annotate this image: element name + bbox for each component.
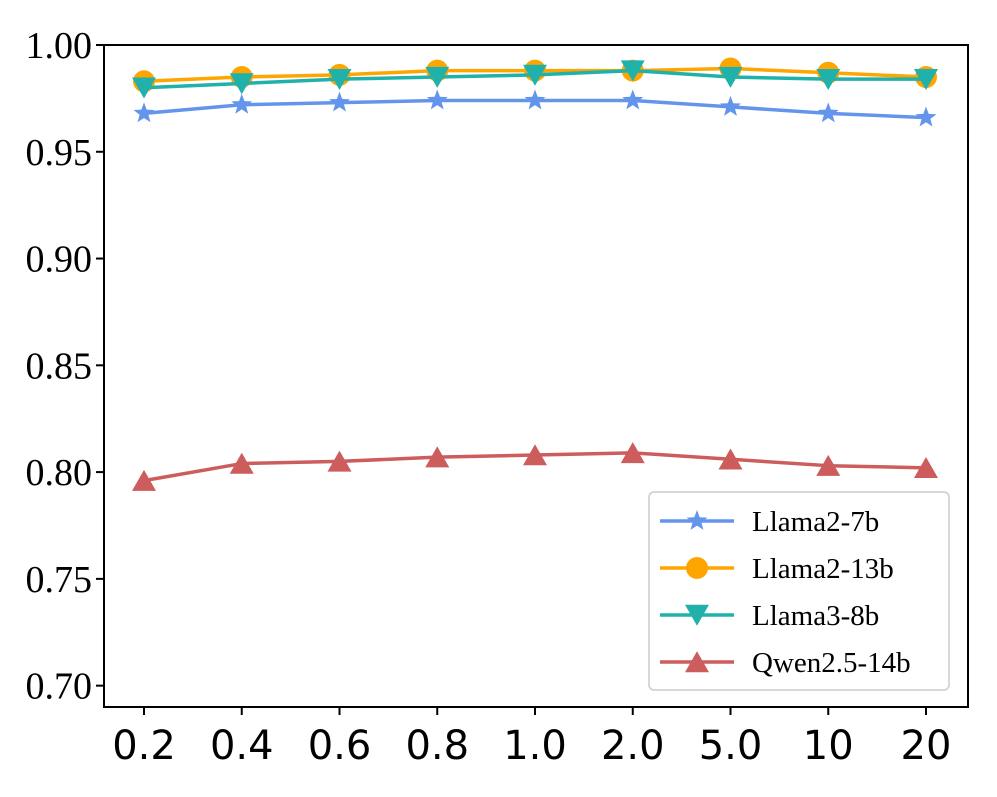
x-tick-label: 20	[901, 723, 952, 769]
data-point	[231, 93, 253, 114]
x-tick-label: 0.6	[308, 723, 372, 769]
y-tick-label: 0.80	[26, 452, 93, 494]
data-point	[426, 89, 448, 110]
legend-item: Llama2-7b	[660, 506, 879, 538]
data-point	[524, 89, 546, 110]
x-tick-label: 2.0	[601, 723, 665, 769]
series-Llama3-8b	[132, 60, 938, 99]
legend-marker	[686, 557, 708, 579]
x-tick-label: 0.8	[405, 723, 469, 769]
data-point	[327, 68, 352, 90]
y-tick-label: 0.95	[26, 132, 93, 174]
data-point	[817, 102, 839, 123]
x-axis: 0.2 0.4 0.6 0.8 1.0 2.0 5.0 10 20	[112, 707, 951, 769]
data-point	[718, 66, 743, 88]
legend-label: Llama2-7b	[752, 506, 879, 538]
legend-label: Qwen2.5-14b	[752, 647, 911, 679]
data-point	[329, 91, 350, 112]
legend-item: Llama3-8b	[660, 600, 879, 632]
data-point	[914, 68, 938, 90]
data-point	[816, 68, 841, 90]
y-axis: 0.70 0.75 0.80 0.85 0.90 0.95 1.00	[26, 25, 104, 708]
legend-box	[648, 491, 950, 691]
data-point	[816, 454, 841, 476]
series-Qwen2.5-14b	[132, 442, 938, 491]
series-layer	[132, 57, 938, 491]
legend-label: Llama3-8b	[752, 600, 879, 632]
y-tick-label: 0.75	[26, 559, 93, 601]
data-point	[425, 66, 450, 88]
legend-marker	[686, 510, 708, 530]
data-point	[718, 448, 743, 470]
data-point	[720, 95, 741, 116]
data-point	[229, 73, 254, 95]
data-point	[132, 469, 156, 491]
data-point	[132, 77, 156, 99]
data-point	[523, 64, 547, 86]
x-tick-label: 10	[803, 723, 854, 769]
data-point	[229, 452, 254, 474]
legend: Llama2-7b Llama2-13b Llama3-8b Qwen2.5-14b	[648, 491, 950, 691]
legend-label: Llama2-13b	[752, 553, 894, 585]
data-point	[523, 444, 547, 466]
legend-item: Llama2-13b	[660, 553, 894, 585]
data-point	[620, 442, 645, 464]
y-tick-label: 0.70	[26, 666, 93, 708]
data-point	[133, 102, 155, 123]
y-tick-label: 0.90	[26, 239, 93, 281]
data-point	[620, 60, 645, 82]
data-point	[915, 106, 937, 127]
x-tick-label: 0.4	[210, 723, 274, 769]
legend-item: Qwen2.5-14b	[660, 647, 911, 679]
data-point	[622, 89, 644, 110]
series-Llama2-7b	[133, 89, 937, 127]
x-tick-label: 1.0	[503, 723, 567, 769]
legend-marker	[685, 651, 709, 673]
data-point	[425, 446, 450, 468]
y-tick-label: 1.00	[26, 25, 93, 67]
x-tick-label: 5.0	[699, 723, 763, 769]
legend-marker	[685, 604, 709, 626]
data-point	[914, 457, 938, 479]
data-point	[327, 450, 352, 472]
x-tick-label: 0.2	[112, 723, 176, 769]
y-tick-label: 0.85	[26, 345, 93, 387]
